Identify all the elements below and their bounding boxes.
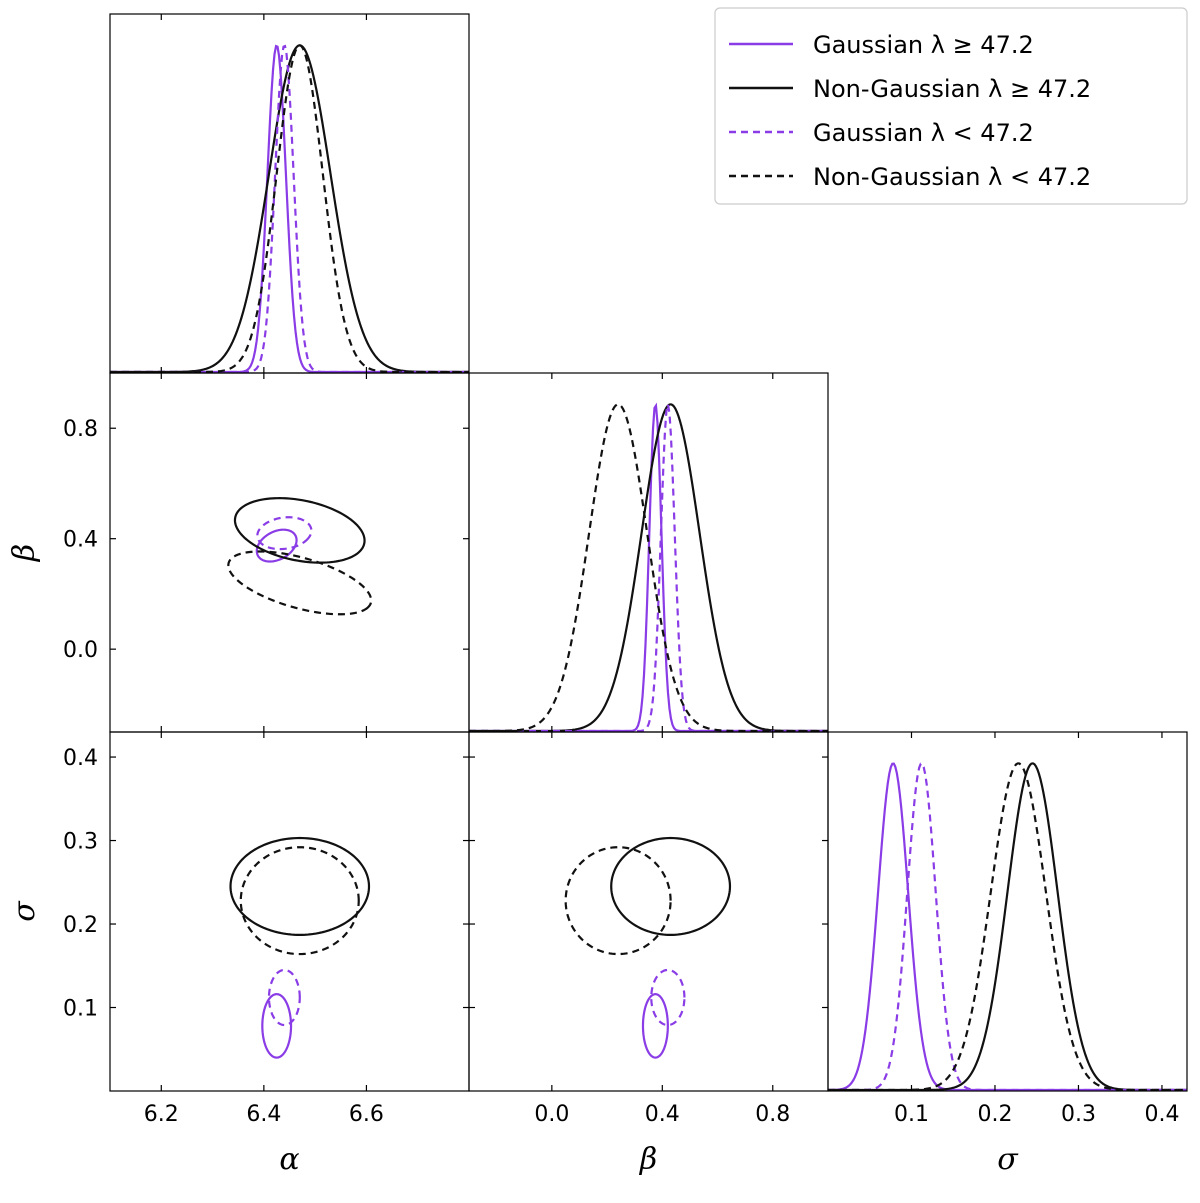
contour-g-high-beta-sigma bbox=[641, 993, 669, 1059]
contour-g-low-alpha-sigma bbox=[267, 968, 301, 1027]
marginal-curve-ng-high-beta bbox=[469, 403, 828, 732]
x-tick-label-beta: 0.8 bbox=[755, 1102, 790, 1127]
marginal-curve-ng-low-sigma bbox=[828, 762, 1187, 1091]
legend-label: Non-Gaussian λ < 47.2 bbox=[813, 163, 1091, 191]
panel-beta-beta bbox=[468, 372, 829, 733]
legend-label: Non-Gaussian λ ≥ 47.2 bbox=[813, 75, 1091, 103]
y-axis-label-beta: β bbox=[7, 544, 42, 562]
y-tick-label-beta: 0.0 bbox=[63, 638, 98, 663]
contour-g-low-beta-sigma bbox=[650, 968, 686, 1027]
panel-alpha-beta bbox=[109, 372, 470, 733]
panel-beta-sigma bbox=[468, 731, 829, 1092]
y-tick-label-sigma: 0.4 bbox=[63, 746, 98, 771]
panel-alpha-alpha bbox=[109, 13, 470, 374]
legend-label: Gaussian λ < 47.2 bbox=[813, 119, 1034, 147]
x-tick-label-beta: 0.0 bbox=[534, 1102, 569, 1127]
contour-ng-high-alpha-beta bbox=[233, 497, 366, 564]
panel-frame bbox=[827, 731, 1188, 1092]
contour-ng-low-beta-sigma bbox=[564, 846, 672, 956]
panel-alpha-sigma bbox=[109, 731, 470, 1092]
marginal-curve-ng-low-beta bbox=[469, 403, 828, 732]
contour-g-low-alpha-beta bbox=[256, 516, 313, 551]
contour-ng-low-alpha-beta bbox=[227, 550, 373, 616]
marginal-curve-g-high-sigma bbox=[828, 762, 1187, 1091]
contour-ng-high-alpha-sigma bbox=[229, 836, 371, 936]
x-tick-label-alpha: 6.6 bbox=[349, 1102, 384, 1127]
legend: Gaussian λ ≥ 47.2 Non-Gaussian λ ≥ 47.2 Ga… bbox=[714, 7, 1188, 205]
x-tick-label-sigma: 0.3 bbox=[1061, 1102, 1096, 1127]
x-axis-label-beta: β bbox=[639, 1142, 657, 1177]
marginal-curve-g-low-sigma bbox=[828, 762, 1187, 1091]
x-tick-label-sigma: 0.1 bbox=[894, 1102, 929, 1127]
marginal-curve-g-low-beta bbox=[469, 404, 828, 732]
y-axis-label-sigma: σ bbox=[7, 900, 42, 922]
x-tick-label-sigma: 0.4 bbox=[1144, 1102, 1179, 1127]
marginal-curve-ng-low-alpha bbox=[110, 44, 469, 373]
marginal-curve-g-low-alpha bbox=[110, 44, 469, 373]
y-tick-label-beta: 0.4 bbox=[63, 528, 98, 553]
panel-frame bbox=[109, 13, 470, 374]
marginal-curve-ng-high-sigma bbox=[828, 762, 1187, 1091]
y-tick-label-beta: 0.8 bbox=[63, 417, 98, 442]
x-tick-label-beta: 0.4 bbox=[645, 1102, 680, 1127]
panel-frame bbox=[468, 731, 829, 1092]
panel-sigma-sigma bbox=[827, 731, 1188, 1092]
x-axis-label-sigma: σ bbox=[997, 1142, 1019, 1177]
contour-ng-high-beta-sigma bbox=[610, 836, 732, 936]
y-tick-label-sigma: 0.3 bbox=[63, 830, 98, 855]
legend-label: Gaussian λ ≥ 47.2 bbox=[813, 31, 1034, 59]
x-tick-label-sigma: 0.2 bbox=[977, 1102, 1012, 1127]
y-tick-label-sigma: 0.1 bbox=[63, 997, 98, 1022]
x-axis-label-alpha: α bbox=[279, 1142, 299, 1177]
x-tick-label-alpha: 6.4 bbox=[246, 1102, 281, 1127]
marginal-curve-g-high-beta bbox=[469, 402, 828, 732]
y-tick-label-sigma: 0.2 bbox=[63, 913, 98, 938]
contour-g-high-alpha-sigma bbox=[261, 993, 293, 1059]
x-tick-label-alpha: 6.2 bbox=[144, 1102, 179, 1127]
contour-ng-low-alpha-sigma bbox=[239, 846, 360, 956]
legend-frame bbox=[714, 7, 1188, 205]
